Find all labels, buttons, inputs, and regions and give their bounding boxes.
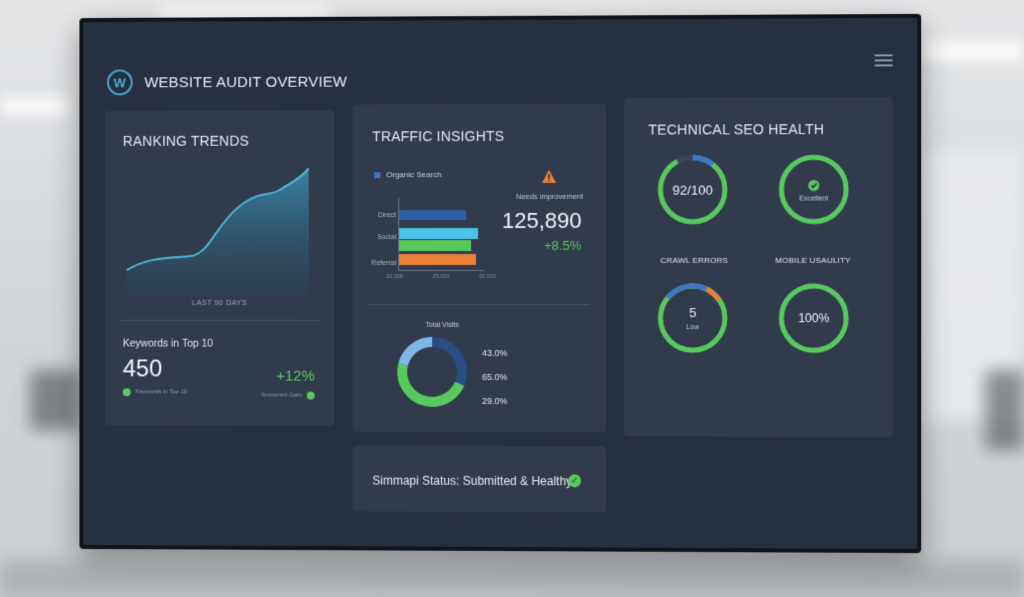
donut-percent-b: 65.0%: [482, 372, 508, 382]
seo-score-value: 92/100: [654, 183, 731, 198]
divider: [121, 320, 319, 321]
bar-label-referral: Referral: [371, 260, 396, 267]
traffic-bar-chart: Direct Social Referral: [370, 198, 490, 274]
ceiling-light: [920, 40, 1024, 62]
traffic-insights-card: TRAFFIC INSIGHTS Organic Search Direct S…: [352, 104, 606, 433]
traffic-title: TRAFFIC INSIGHTS: [372, 128, 504, 144]
check-circle-icon: ✓: [568, 474, 581, 487]
logo-icon: W: [107, 69, 133, 95]
traffic-bar-social: [399, 228, 478, 239]
status-dot-icon: [307, 392, 315, 400]
mobile-usability-value: 100%: [775, 311, 852, 325]
background-table: [0, 560, 1024, 597]
bar-tick-label: 50,000: [479, 274, 496, 280]
bar-axis-x: [398, 270, 484, 271]
ranking-title: RANKING TRENDS: [123, 133, 249, 149]
legend-swatch: [374, 172, 380, 178]
excellent-gauge: [775, 151, 852, 228]
sitemap-status-card: Simmapi Status: Submitted & Healthy ✓: [352, 446, 606, 513]
donut-percent-c: 29.0%: [482, 396, 508, 406]
bar-tick-label: 10,000: [386, 274, 403, 280]
seo-title: TECHNICAL SEO HEALTH: [648, 121, 824, 138]
ranking-period-label: LAST 90 DAYS: [105, 298, 335, 307]
traffic-bar-social: [399, 240, 471, 251]
ranking-trends-card: RANKING TRENDS LAST 90 DAYS Keywords in …: [105, 111, 335, 426]
keywords-value: 450: [123, 355, 163, 383]
status-dot-icon: [123, 388, 131, 396]
total-visits-label: Total Visits: [352, 322, 532, 329]
warning-icon: [542, 170, 556, 183]
donut-percent-a: 43.0%: [482, 348, 508, 358]
legend-label: Organic Search: [386, 170, 441, 179]
sitemap-status-text: Simmapi Status: Submitted & Healthy: [372, 474, 572, 489]
ceiling-light: [0, 96, 70, 116]
bar-label-direct: Direct: [378, 212, 396, 219]
keywords-sub-left-text: Keywords in Top 10: [136, 389, 188, 395]
crawl-errors-label: CRAWL ERRORS: [660, 256, 728, 265]
keywords-change: +12%: [276, 368, 314, 385]
status-label: Needs improvement: [516, 192, 583, 201]
mobile-usability-label: MOBILE USAULITY: [775, 256, 850, 265]
visits-value: 125,890: [502, 208, 582, 234]
crawl-errors-sub: Low: [654, 324, 731, 331]
crawl-errors-value: 5: [654, 305, 731, 320]
divider: [368, 304, 590, 305]
visits-change: +8.5%: [544, 238, 581, 253]
monitor: W WEBSITE AUDIT OVERVIEW RANKING TRENDS …: [79, 14, 921, 553]
excellent-label: Excellent: [775, 195, 852, 202]
background-chair: [30, 370, 80, 430]
bar-label-social: Social: [377, 234, 396, 241]
hamburger-menu-icon[interactable]: [875, 54, 893, 66]
dashboard-screen: W WEBSITE AUDIT OVERVIEW RANKING TRENDS …: [83, 18, 917, 549]
chart-legend: Organic Search: [374, 170, 441, 179]
technical-seo-card: TECHNICAL SEO HEALTH 92/100 Excellent CR…: [624, 97, 893, 438]
background-chair: [985, 370, 1024, 450]
traffic-bar-direct: [399, 210, 466, 220]
ranking-area-chart: [121, 166, 319, 296]
app-header: W WEBSITE AUDIT OVERVIEW: [107, 69, 347, 96]
bar-tick-label: 25,000: [433, 274, 450, 280]
keywords-sub-left: Keywords in Top 10: [123, 388, 187, 396]
keywords-label: Keywords in Top 10: [123, 338, 213, 350]
traffic-bar-referral: [399, 254, 476, 265]
keywords-sub-right: Sustained Gain: [261, 392, 315, 400]
page-title: WEBSITE AUDIT OVERVIEW: [144, 73, 347, 91]
bar-tick-labels: 10,000 25,000 50,000: [386, 274, 496, 280]
traffic-donut-chart: [396, 336, 468, 408]
keywords-sub-right-text: Sustained Gain: [261, 393, 302, 399]
